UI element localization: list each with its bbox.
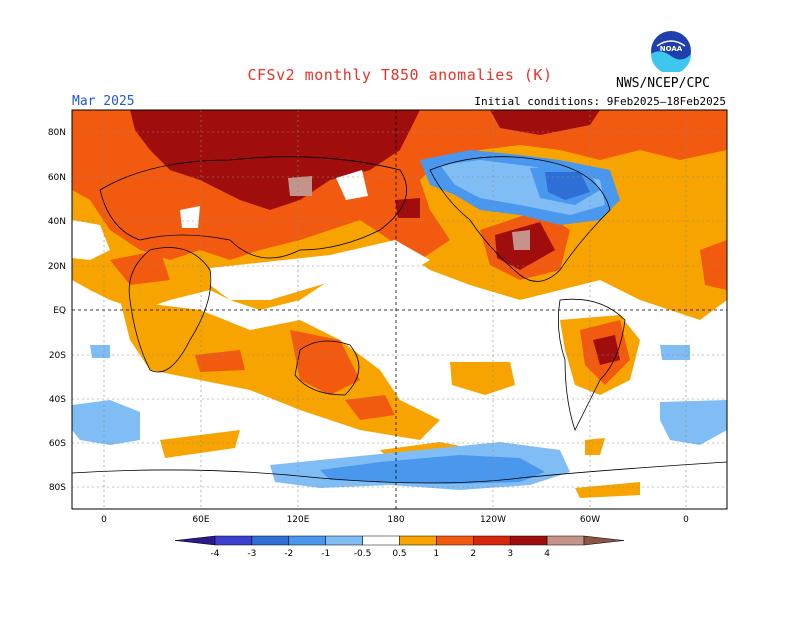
colorbar-box: [473, 535, 511, 546]
map-title: CFSv2 monthly T850 anomalies (K): [247, 66, 553, 84]
colorbar-box: [399, 535, 437, 546]
lat-label: 80S: [49, 483, 66, 493]
lat-label: EQ: [53, 306, 66, 316]
colorbar-label: 2: [470, 549, 476, 559]
noaa-logo-icon: NOAA: [651, 31, 691, 72]
latitude-labels: 80N 60N 40N 20N EQ 20S 40S 60S 80S: [48, 128, 66, 493]
lat-label: 20N: [48, 262, 66, 272]
colorbar: -4 -3 -2 -1 -0.5 0.5 1 2 3 4: [174, 535, 625, 559]
coastlines: [72, 156, 727, 484]
colorbar-label: -1: [321, 549, 330, 559]
colorbar-max-arrow: [583, 535, 625, 546]
colorbar-label: -0.5: [354, 549, 372, 559]
colorbar-box: [288, 535, 326, 546]
lon-label: 180: [387, 515, 404, 525]
colorbar-box: [436, 535, 474, 546]
lat-label: 40S: [49, 395, 66, 405]
longitude-labels: 0 60E 120E 180 120W 60W 0: [101, 515, 689, 525]
colorbar-box: [546, 535, 585, 546]
lon-label: 60W: [580, 515, 600, 525]
colorbar-label: -3: [247, 549, 256, 559]
colorbar-label: -4: [211, 549, 220, 559]
anomaly-field: [72, 110, 727, 509]
graticule: [72, 110, 727, 509]
colorbar-box: [509, 535, 548, 546]
lat-label: 40N: [48, 217, 66, 227]
colorbar-box: [251, 535, 290, 546]
colorbar-label: 3: [507, 549, 513, 559]
colorbar-label: 1: [434, 549, 440, 559]
colorbar-min-arrow: [174, 535, 216, 546]
colorbar-label: -2: [284, 549, 293, 559]
colorbar-box: [362, 535, 400, 546]
logo-text: NOAA: [660, 45, 683, 53]
lat-label: 60N: [48, 173, 66, 183]
lat-label: 20S: [49, 351, 66, 361]
lon-label: 0: [101, 515, 107, 525]
map-frame: [71, 109, 728, 510]
lon-label: 120E: [287, 515, 310, 525]
lon-label: 120W: [480, 515, 506, 525]
colorbar-box: [325, 535, 363, 546]
lon-label: 60E: [192, 515, 209, 525]
colorbar-label: 0.5: [392, 549, 406, 559]
agency-label: NWS/NCEP/CPC: [616, 76, 710, 91]
colorbar-label: 4: [544, 549, 550, 559]
initial-conditions: Initial conditions: 9Feb2025–18Feb2025: [474, 95, 726, 108]
lat-label: 60S: [49, 439, 66, 449]
lon-label: 0: [683, 515, 689, 525]
forecast-month: Mar 2025: [72, 94, 135, 109]
colorbar-box: [214, 535, 253, 546]
lat-label: 80N: [48, 128, 66, 138]
